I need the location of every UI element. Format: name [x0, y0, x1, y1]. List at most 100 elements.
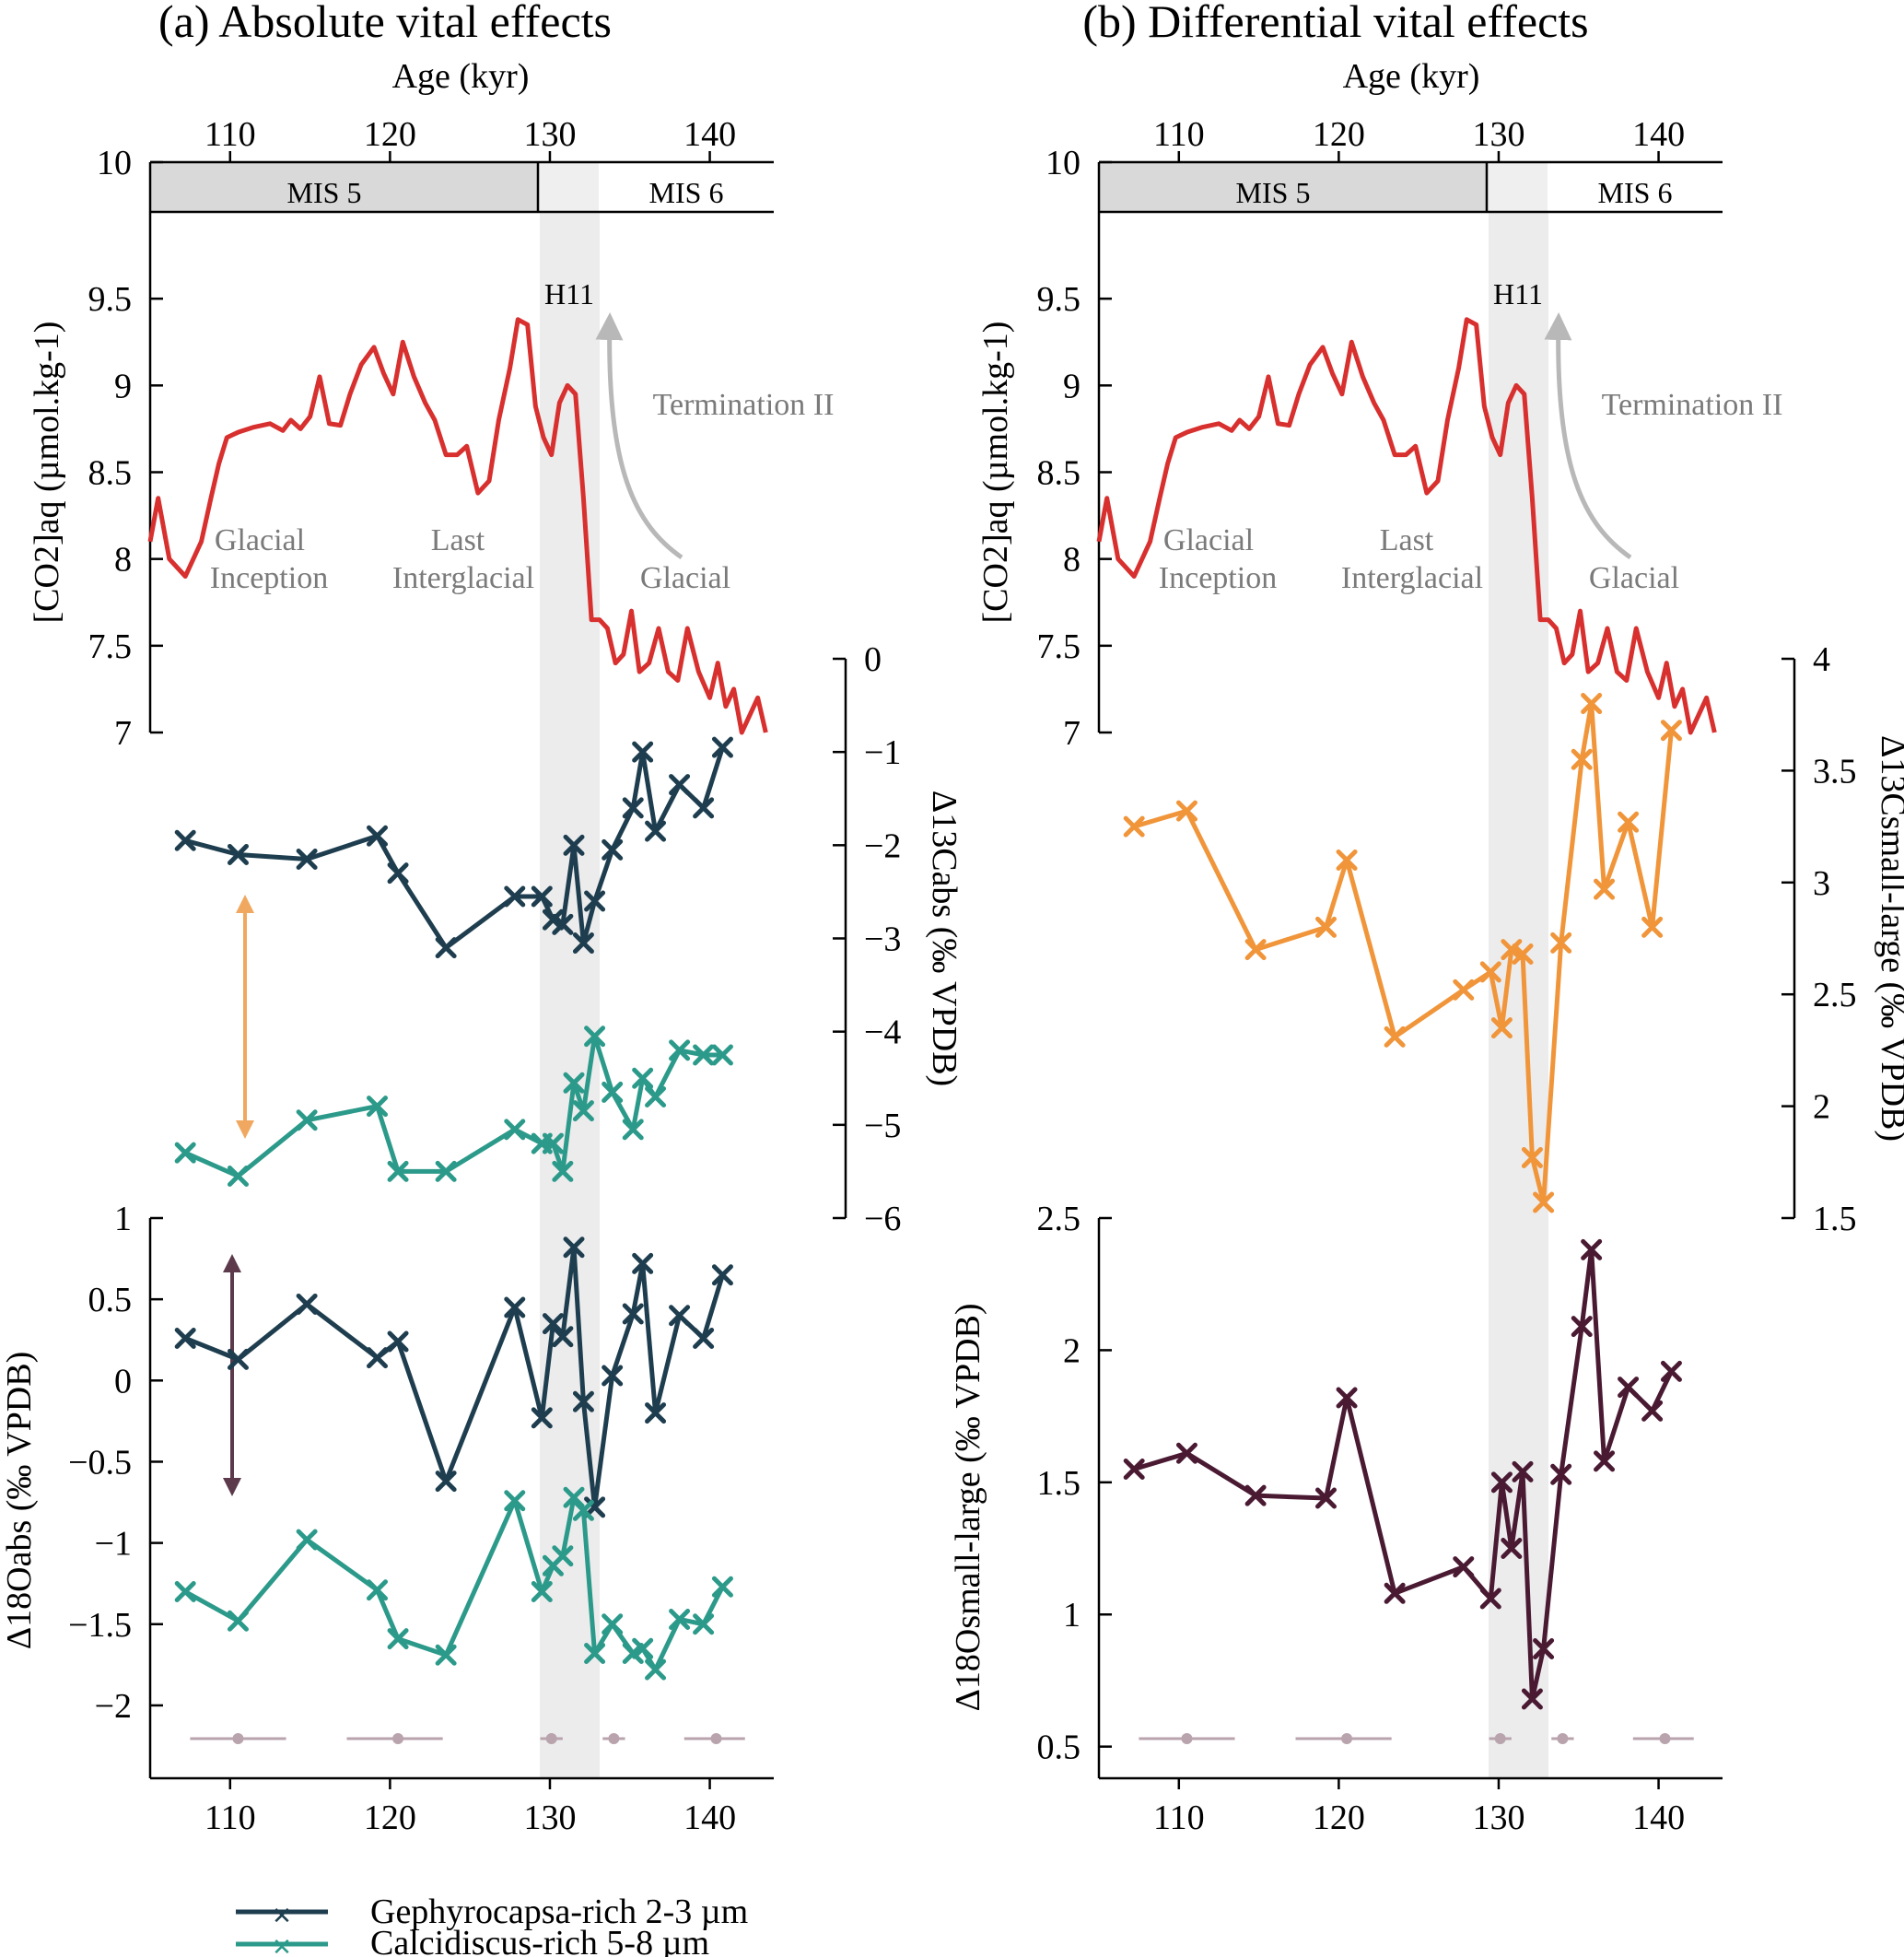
- panel-a-mid-series-1-point-2: [296, 1109, 318, 1131]
- panel-b-bot-series-0-point-14: [1571, 1316, 1593, 1338]
- panel-b-mid-series-0-line: [1133, 701, 1674, 1205]
- panel-a-co2-ticklabel-8.5: 8.5: [88, 454, 133, 493]
- panel-b-bot-series-0-point-2: [1244, 1484, 1267, 1506]
- panel-b-mid-series-0-point-10: [1512, 943, 1534, 965]
- panel-b-mid-series-0-point-12: [1533, 1191, 1555, 1213]
- mis5-label: MIS 5: [287, 176, 362, 209]
- panel-a-bot-series-0-point-8: [542, 1313, 564, 1335]
- panel-b-mid-series-0-point-6: [1453, 978, 1475, 1001]
- panel-b-bot-series-0-point-4: [1336, 1387, 1358, 1409]
- annot-interglacial: Interglacial: [392, 561, 534, 595]
- panel-b-mid-series-0-point-13: [1550, 932, 1572, 954]
- panel-a-bot-series-1-point-0: [174, 1581, 196, 1603]
- annot-glacial-1: Glacial: [215, 523, 305, 557]
- panel-b-mid-series-0-point-9: [1501, 939, 1523, 961]
- panel-b-mid-series-0-point-16: [1594, 878, 1616, 900]
- panel-a-mid-series-0-point-10: [563, 834, 585, 856]
- panel-a-mid-series-1-point-13: [602, 1081, 624, 1103]
- panel-b-top-ticklabel-110: 110: [1153, 115, 1205, 154]
- panel-a-mid-series-0-point-2: [296, 849, 318, 871]
- panel-a-mid-series-1-point-12: [584, 1025, 606, 1048]
- panel-a-bot-series-0-point-7: [531, 1407, 553, 1429]
- mis5-label-b: MIS 5: [1236, 176, 1311, 209]
- panel-b-co2-ticklabel-8.5: 8.5: [1037, 454, 1081, 493]
- panel-a-bot-series-0-point-5: [435, 1471, 457, 1493]
- panel-a-bot-series-1-point-15: [632, 1637, 654, 1659]
- panel-a-mid-series-0-point-0: [174, 829, 196, 851]
- annot-inception: Inception: [210, 561, 328, 595]
- panel-a-mid-series-1-point-14: [622, 1119, 644, 1141]
- panel-a-top-ticklabel-140: 140: [683, 115, 736, 154]
- panel-a-top-ticklabel-130: 130: [523, 115, 576, 154]
- panel-b-age-marker-dot-4: [1659, 1733, 1671, 1744]
- panel-b-co2-line: [1096, 317, 1717, 735]
- panel-b-bottom-ticklabel-120: 120: [1313, 1799, 1365, 1837]
- panel-b-bot-ylabel: Δ18Osmall-large (‰ VPDB): [949, 1303, 987, 1711]
- panel-b-mid-ticklabel-3.5: 3.5: [1813, 752, 1857, 791]
- panel-a-bot-series-0-point-2: [296, 1293, 318, 1315]
- panel-a-mid-series-1-point-9: [552, 1160, 574, 1182]
- panel-a-bot-series-1-point-1: [227, 1610, 249, 1632]
- panel-b-co2-ylabel: [CO2]aq (µmol.kg-1): [976, 322, 1015, 624]
- panel-a-mid-ticklabel-0: 0: [864, 640, 882, 679]
- panel-a-mid-series-1-point-19: [711, 1044, 733, 1066]
- panel-a-co2-ticklabel-7.5: 7.5: [88, 627, 133, 666]
- panel-a-mid-ylabel: Δ13Cabs (‰ VPDB): [925, 791, 964, 1086]
- panel-a-title: (a) Absolute vital effects: [158, 0, 612, 47]
- termination-arrow: [595, 312, 683, 560]
- annot-glacial-1-b: Glacial: [1163, 523, 1254, 557]
- panel-b-mid-series-0-point-15: [1581, 693, 1603, 715]
- panel-b-co2-ticklabel-8: 8: [1063, 541, 1080, 580]
- legend-marker-calc: ✕: [272, 1934, 292, 1957]
- panel-a-bot-series-1-point-16: [645, 1658, 667, 1681]
- panel-a-co2-ticklabel-10: 10: [97, 144, 132, 182]
- panel-b-bot-series-0-point-3: [1315, 1487, 1337, 1509]
- panel-a-bot-series-1-point-12: [584, 1643, 606, 1664]
- termination-arrow-b: [1544, 312, 1632, 560]
- panel-a-mid-ticklabel-−3: −3: [864, 920, 901, 959]
- panel-a-bot-ticklabel-−0.5: −0.5: [68, 1443, 132, 1482]
- panel-a-mid-series-1-point-11: [572, 1100, 594, 1122]
- panel-b: (b) Differential vital effects Age (kyr)…: [1082, 0, 1796, 1780]
- panel-a-bot-series-1-point-2: [296, 1529, 318, 1551]
- panel-a-bot-series-0-point-9: [552, 1326, 574, 1348]
- panel-a-bot-ticklabel-0.5: 0.5: [88, 1281, 133, 1319]
- panel-b-bot-ticklabel-2: 2: [1063, 1331, 1080, 1370]
- panel-b-bot-series-0-point-11: [1521, 1688, 1543, 1710]
- panel-a-bot-series-0-line: [184, 1245, 725, 1510]
- panel-a-mid-series-0-point-11: [572, 932, 594, 955]
- panel-a-mid-series-1-point-0: [174, 1142, 196, 1164]
- panel-a-bot-series-0-point-6: [504, 1296, 526, 1318]
- mis5-band-b: [1099, 162, 1487, 212]
- panel-b-bot-ticklabel-1: 1: [1063, 1596, 1080, 1635]
- panel-a-mid-series-0-point-9: [552, 913, 574, 935]
- panel-b-co2-ticklabel-7: 7: [1063, 714, 1080, 753]
- panel-a-co2-ylabel: [CO2]aq (µmol.kg-1): [28, 322, 66, 624]
- panel-b-bot-series-0-point-12: [1533, 1638, 1555, 1660]
- panel-b-bot-ticklabel-1.5: 1.5: [1037, 1464, 1081, 1503]
- panel-a-bot-ticklabel-−1: −1: [95, 1525, 132, 1564]
- panel-a-xlabel: Age (kyr): [392, 57, 530, 96]
- panel-b-bot-series-0-point-17: [1618, 1377, 1640, 1399]
- panel-a-co2-ticklabel-8: 8: [114, 541, 132, 580]
- panel-a-bot-series-1-point-17: [669, 1608, 691, 1630]
- panel-a-bot-series-0-point-18: [693, 1327, 715, 1349]
- panel-b-bot-series-0-point-6: [1453, 1556, 1475, 1578]
- panel-b-mid-series-0-point-17: [1618, 811, 1640, 833]
- panel-b-mid-series-0-point-0: [1123, 815, 1145, 838]
- legend-label-calc: Calcidiscus-rich 5-8 µm: [370, 1924, 709, 1957]
- h11-label: H11: [544, 277, 594, 311]
- transition-band: [538, 162, 599, 212]
- panel-a-bot-series-1-point-10: [563, 1486, 585, 1508]
- panel-b-bot-ticklabel-2.5: 2.5: [1037, 1200, 1081, 1238]
- panel-a-mid-series-0-point-1: [227, 843, 249, 865]
- panel-a-bottom-ticklabel-130: 130: [523, 1799, 576, 1837]
- panel-a-bot-series-1-point-5: [435, 1644, 457, 1666]
- panel-b-mid-series-0-point-14: [1571, 748, 1593, 770]
- panel-a-mid-ticklabel-−2: −2: [864, 826, 901, 865]
- panel-b-bot-series-0-point-0: [1123, 1458, 1145, 1480]
- panel-a-bot-series-0-point-17: [669, 1305, 691, 1327]
- annot-last-b: Last: [1380, 523, 1434, 557]
- annot-termination-b: Termination II: [1602, 388, 1783, 422]
